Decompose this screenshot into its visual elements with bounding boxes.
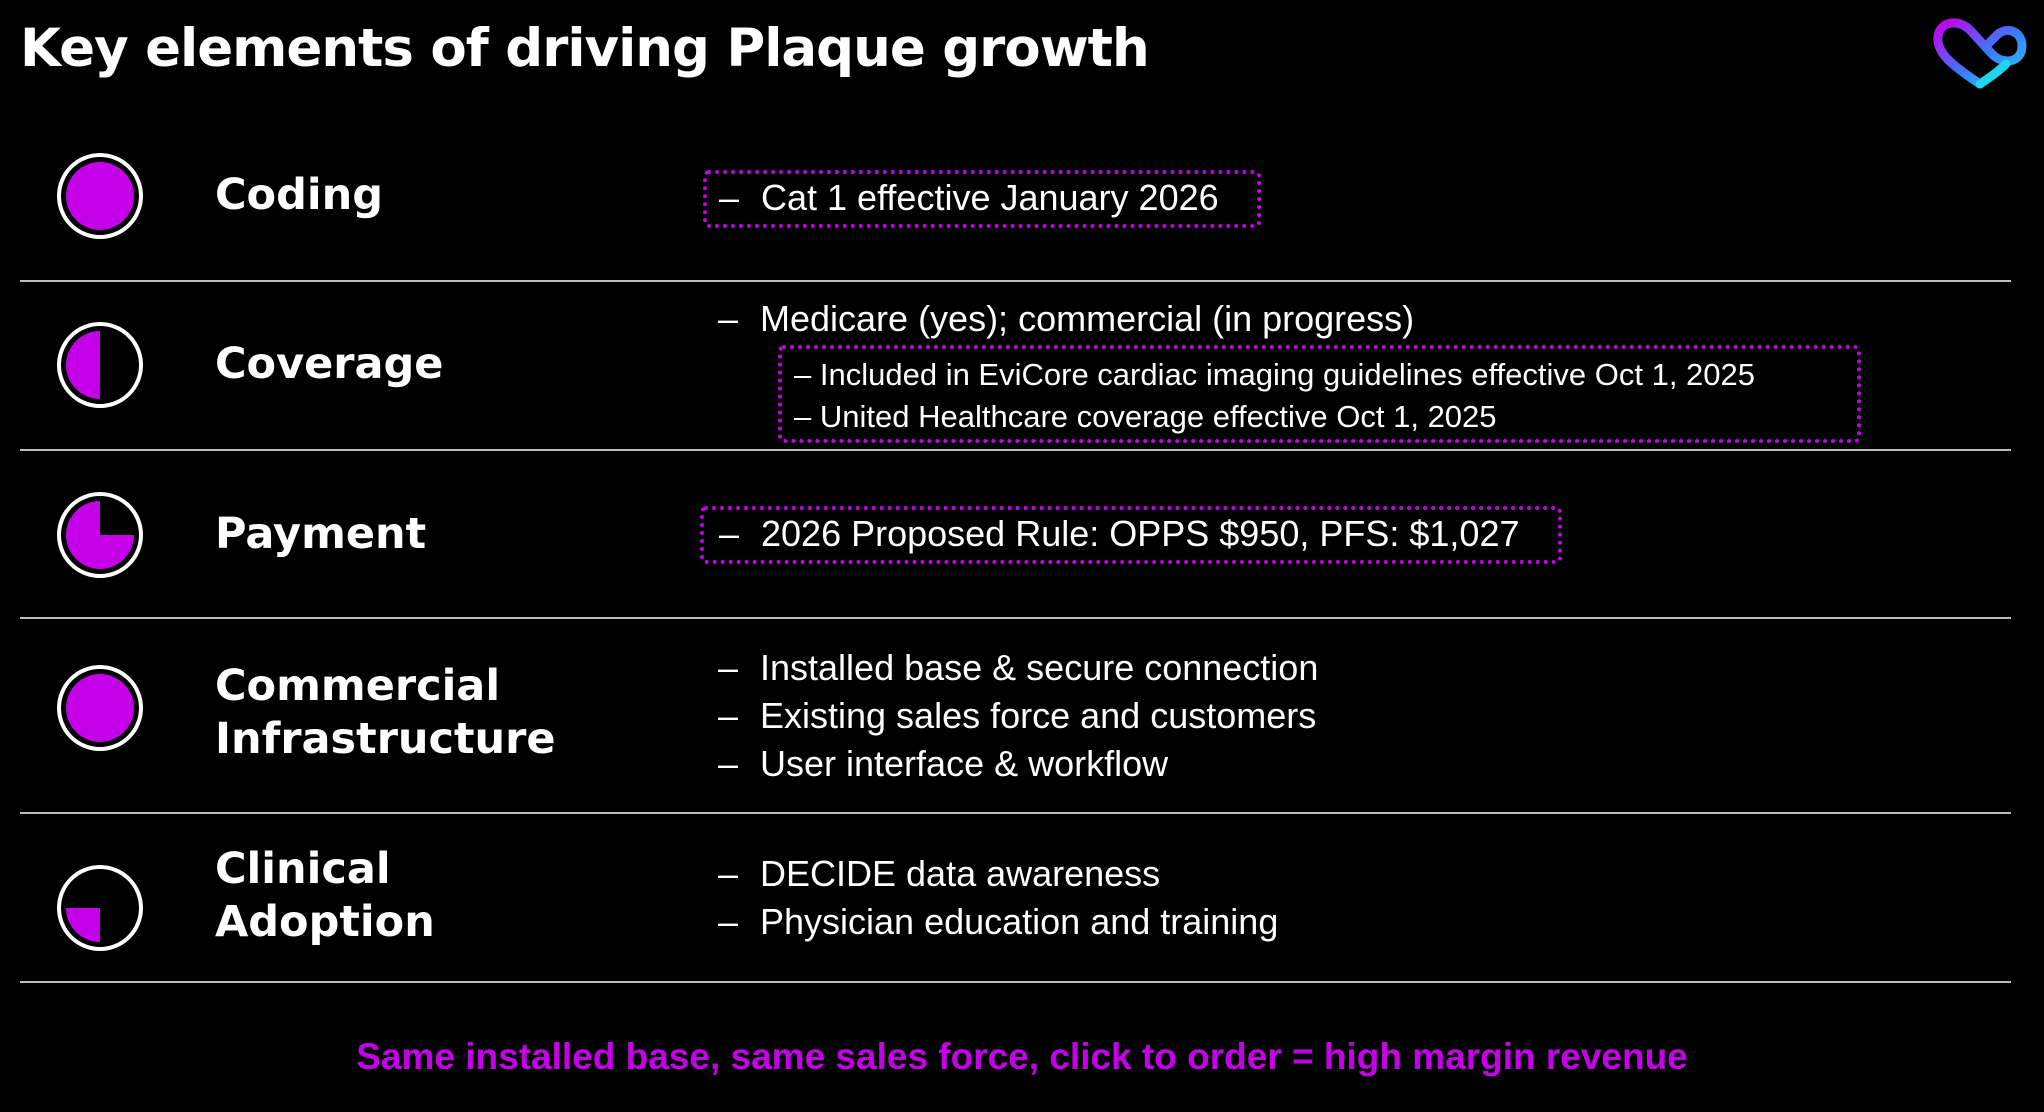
highlight-box: – Included in EviCore cardiac imaging gu…: [778, 345, 1861, 443]
bullet-item: – Physician education and training: [718, 901, 1279, 942]
row-label: Clinical Adoption: [215, 844, 435, 947]
harvey-ball-three-quarter-icon: [57, 492, 143, 578]
row-divider: [20, 812, 2011, 814]
bullet-list: – Medicare (yes); commercial (in progress…: [718, 295, 1414, 343]
highlight-box: – Cat 1 effective January 2026: [703, 170, 1261, 228]
bullet-item: – User interface & workflow: [718, 743, 1169, 784]
page-title: Key elements of driving Plaque growth: [20, 18, 1150, 79]
row-divider: [20, 280, 2011, 282]
row-label: Commercial Infrastructure: [215, 661, 556, 764]
bullet-item: – Medicare (yes); commercial (in progress…: [718, 298, 1415, 339]
row-divider: [20, 617, 2011, 619]
bullet-item: –2026 Proposed Rule: OPPS $950, PFS: $1,…: [719, 513, 1520, 554]
bullet-list: – DECIDE data awareness – Physician educat…: [718, 850, 1278, 946]
harvey-ball-full-icon: [57, 153, 143, 239]
bullet-item: – Installed base & secure connection: [718, 647, 1319, 688]
bullet-item: – Existing sales force and customers: [718, 695, 1317, 736]
harvey-ball-quarter-icon: [57, 865, 143, 951]
highlight-box: –2026 Proposed Rule: OPPS $950, PFS: $1,…: [700, 506, 1562, 564]
harvey-ball-full-icon: [57, 665, 143, 751]
infinity-heart-logo-icon: [1933, 18, 2027, 89]
sub-bullet-item: – United Healthcare coverage effective O…: [794, 399, 1497, 434]
bullet-list: – Installed base & secure connection – Exi…: [718, 644, 1318, 788]
bullet-list: –2026 Proposed Rule: OPPS $950, PFS: $1,…: [704, 510, 1558, 558]
bullet-list: – Cat 1 effective January 2026: [707, 174, 1257, 222]
row-label: Coverage: [215, 339, 444, 389]
row-label: Coding: [215, 170, 384, 220]
row-divider: [20, 449, 2011, 451]
row-label: Payment: [215, 509, 427, 559]
footer-tagline: Same installed base, same sales force, c…: [356, 1036, 1688, 1077]
harvey-ball-half-icon: [57, 322, 143, 408]
row-divider: [20, 981, 2011, 983]
sub-bullet-item: – Included in EviCore cardiac imaging gu…: [794, 357, 1756, 392]
sub-bullet-list: – Included in EviCore cardiac imaging gu…: [794, 354, 1845, 438]
bullet-item: – DECIDE data awareness: [718, 853, 1161, 894]
bullet-item: – Cat 1 effective January 2026: [719, 177, 1219, 218]
